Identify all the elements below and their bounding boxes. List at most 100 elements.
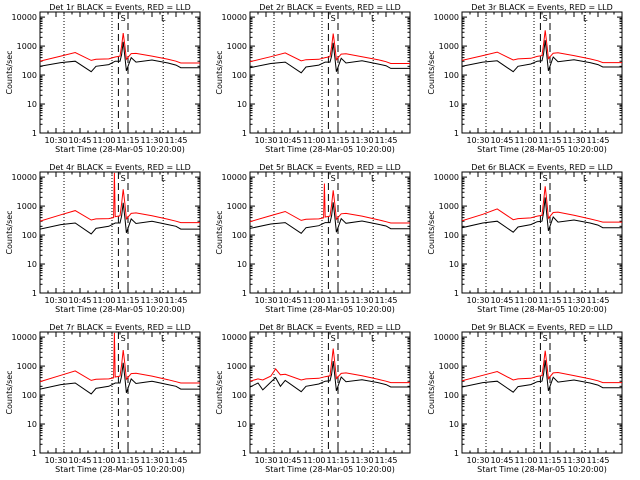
y-tick-label: 10 [237, 100, 247, 109]
x-tick-label: 11:15 [326, 296, 349, 305]
y-axis-label: Counts/sec [5, 370, 14, 414]
x-tick-label: 11:00 [302, 456, 325, 465]
panel-det-2: Det 2r BLACK = Events, RED = LLD 1 10 100 10… [215, 3, 411, 154]
y-tick-label: 10 [27, 100, 37, 109]
x-tick-label: 11:30 [562, 456, 585, 465]
y-tick-label: 100 [232, 231, 247, 240]
y-tick-label: 1 [242, 289, 247, 298]
x-tick-label: 11:00 [514, 296, 537, 305]
y-tick-label: 100 [444, 231, 459, 240]
x-tick-label: 10:45 [68, 296, 91, 305]
y-axis-label: Counts/sec [215, 210, 224, 254]
x-tick-label: 11:30 [562, 136, 585, 145]
panel-title: Det 7r BLACK = Events, RED = LLD [49, 323, 191, 332]
x-tick-label: 10:45 [68, 456, 91, 465]
x-tick-label: 11:00 [514, 136, 537, 145]
y-tick-label: 100 [444, 391, 459, 400]
y-tick-label: 10 [449, 420, 459, 429]
x-axis-label: Start Time (28-Mar-05 10:20:00) [265, 145, 395, 154]
y-tick-label: 1000 [439, 362, 459, 371]
y-axis-label: Counts/sec [5, 210, 14, 254]
y-tick-label: 100 [444, 71, 459, 80]
y-tick-label: 10 [27, 420, 37, 429]
x-tick-label: 10:45 [278, 296, 301, 305]
y-axis-label: Counts/sec [427, 210, 436, 254]
flag-label: S [121, 174, 126, 183]
series-line-events [250, 202, 410, 234]
y-tick-label: 10 [237, 260, 247, 269]
x-tick-label: 11:15 [538, 296, 561, 305]
x-tick-label: 10:30 [466, 296, 489, 305]
x-tick-label: 11:45 [374, 456, 397, 465]
x-axis-label: Start Time (28-Mar-05 10:20:00) [55, 305, 185, 314]
x-tick-label: 11:15 [116, 296, 139, 305]
x-axis-label: Start Time (28-Mar-05 10:20:00) [55, 465, 185, 474]
y-tick-label: 100 [232, 71, 247, 80]
x-tick-label: 11:45 [164, 296, 187, 305]
panel-det-6: Det 6r BLACK = Events, RED = LLD 1 10 100 10… [427, 163, 623, 314]
x-tick-label: 11:15 [326, 136, 349, 145]
x-tick-label: 10:30 [44, 456, 67, 465]
panel-det-4: Det 4r BLACK = Events, RED = LLD 1 10 100 10… [5, 163, 201, 314]
series-line-lld [250, 183, 410, 224]
x-axis-label: Start Time (28-Mar-05 10:20:00) [265, 305, 395, 314]
series-line-events [462, 197, 622, 233]
flag-label: S [543, 334, 548, 343]
y-tick-label: 1000 [17, 42, 37, 51]
x-tick-label: 11:45 [586, 456, 609, 465]
x-tick-label: 10:30 [254, 136, 277, 145]
y-tick-label: 1000 [227, 362, 247, 371]
y-tick-label: 1000 [439, 42, 459, 51]
x-tick-label: 10:30 [254, 456, 277, 465]
x-tick-label: 10:45 [490, 136, 513, 145]
series-line-lld [250, 33, 410, 64]
x-tick-label: 11:00 [92, 296, 115, 305]
y-tick-label: 10000 [222, 333, 247, 342]
y-axis-label: Counts/sec [215, 370, 224, 414]
panel-title: Det 3r BLACK = Events, RED = LLD [471, 3, 613, 12]
x-tick-label: 10:30 [44, 136, 67, 145]
flag-label: L [583, 14, 588, 23]
x-tick-label: 10:30 [44, 296, 67, 305]
y-axis-label: Counts/sec [215, 50, 224, 94]
flag-label: S [331, 334, 336, 343]
x-tick-label: 11:00 [92, 456, 115, 465]
y-tick-label: 100 [22, 231, 37, 240]
y-axis-label: Counts/sec [427, 50, 436, 94]
y-tick-label: 1 [32, 449, 37, 458]
y-tick-label: 1 [32, 289, 37, 298]
flag-label: L [583, 174, 588, 183]
x-tick-label: 10:30 [466, 136, 489, 145]
panel-det-1: Det 1r BLACK = Events, RED = LLD 1 10 100 10… [5, 3, 201, 154]
y-tick-label: 1000 [227, 202, 247, 211]
y-tick-label: 1 [242, 449, 247, 458]
series-line-lld [462, 186, 622, 223]
flag-label: S [331, 174, 336, 183]
x-tick-label: 10:45 [490, 456, 513, 465]
x-tick-label: 11:15 [116, 136, 139, 145]
flag-label: S [121, 14, 126, 23]
y-tick-label: 1 [32, 129, 37, 138]
x-tick-label: 10:45 [278, 456, 301, 465]
y-tick-label: 10000 [12, 333, 37, 342]
x-axis-label: Start Time (28-Mar-05 10:20:00) [477, 465, 607, 474]
y-tick-label: 10 [449, 100, 459, 109]
y-tick-label: 100 [22, 391, 37, 400]
y-tick-label: 1 [454, 129, 459, 138]
flag-label: L [371, 334, 376, 343]
x-tick-label: 11:00 [514, 456, 537, 465]
panel-det-5: Det 5r BLACK = Events, RED = LLD 1 10 100 10… [215, 163, 411, 314]
x-tick-label: 11:30 [562, 296, 585, 305]
y-axis-label: Counts/sec [5, 50, 14, 94]
panel-det-8: Det 8r BLACK = Events, RED = LLD 1 10 100 10… [215, 323, 411, 474]
x-tick-label: 11:30 [350, 456, 373, 465]
y-tick-label: 10000 [12, 173, 37, 182]
series-line-lld [40, 33, 200, 64]
flag-label: S [543, 14, 548, 23]
y-tick-label: 1 [242, 129, 247, 138]
x-tick-label: 11:45 [586, 136, 609, 145]
x-tick-label: 11:30 [350, 296, 373, 305]
y-tick-label: 100 [22, 71, 37, 80]
x-axis-label: Start Time (28-Mar-05 10:20:00) [477, 145, 607, 154]
